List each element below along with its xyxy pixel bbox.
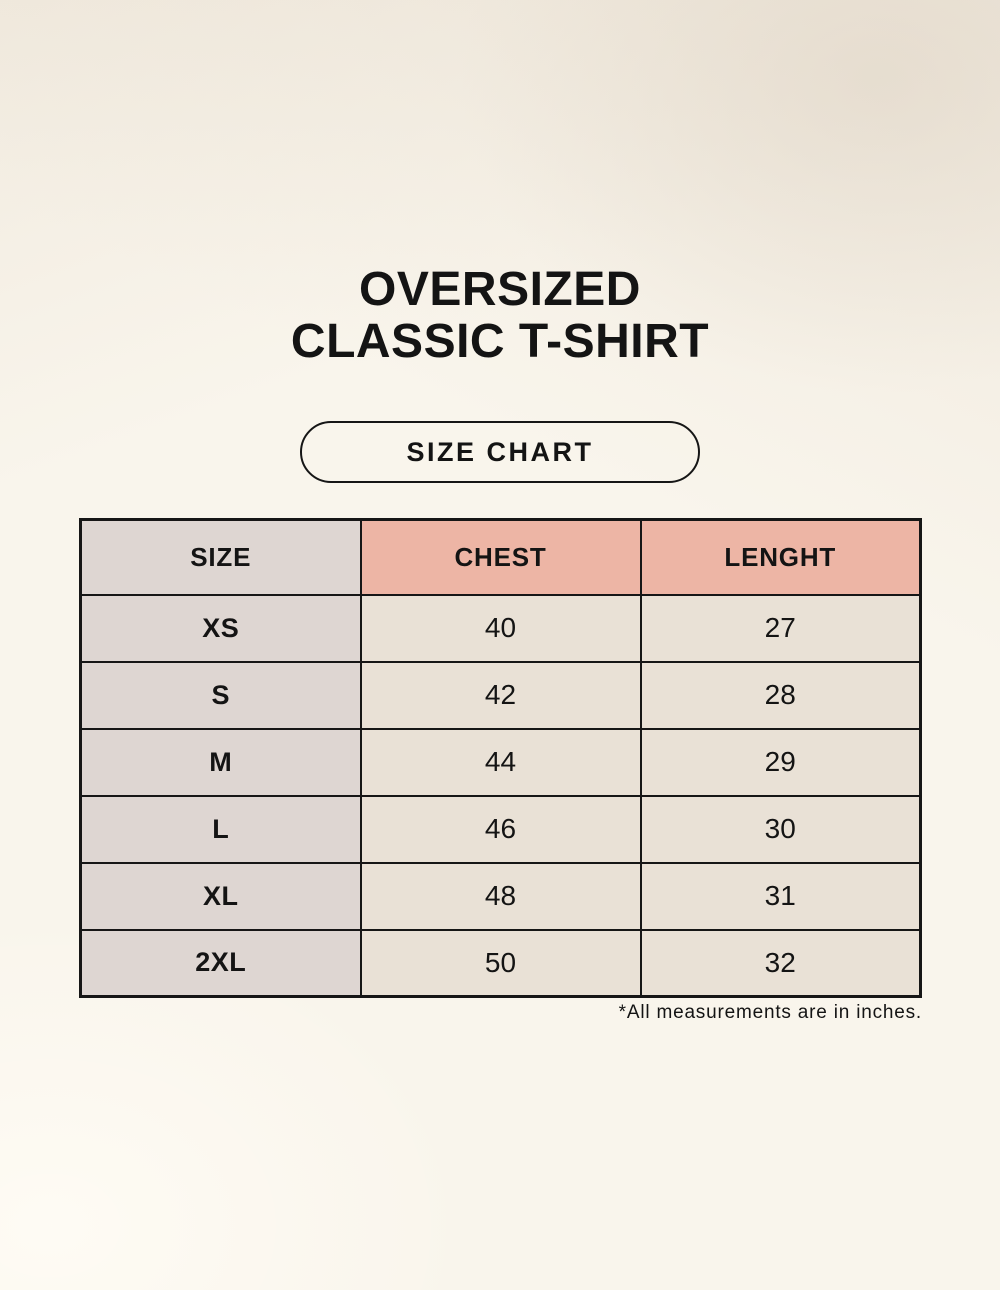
size-label: S: [79, 660, 362, 730]
length-value: 30: [639, 794, 922, 864]
size-chart-badge-label: SIZE CHART: [406, 436, 594, 467]
page-title-line2: CLASSIC T-SHIRT: [290, 315, 710, 368]
measurements-footnote: *All measurements are in inches.: [618, 1002, 922, 1023]
length-value: 31: [639, 861, 922, 931]
column-header-size: SIZE: [79, 518, 362, 596]
chest-value: 44: [359, 727, 642, 797]
table-row: L 46 30: [79, 794, 922, 864]
size-chart-table: SIZE CHEST LENGHT XS 40 27 S 42 28 M 44 …: [79, 518, 922, 998]
column-header-chest: CHEST: [359, 518, 642, 596]
chest-value: 40: [359, 593, 642, 663]
length-value: 29: [639, 727, 922, 797]
length-value: 32: [639, 928, 922, 998]
table-row: XL 48 31: [79, 861, 922, 931]
table-row: XS 40 27: [79, 593, 922, 663]
size-label: M: [79, 727, 362, 797]
column-header-length: LENGHT: [639, 518, 922, 596]
size-label: 2XL: [79, 928, 362, 998]
length-value: 27: [639, 593, 922, 663]
size-label: L: [79, 794, 362, 864]
table-header-row: SIZE CHEST LENGHT: [79, 518, 922, 596]
table-row: 2XL 50 32: [79, 928, 922, 998]
size-label: XL: [79, 861, 362, 931]
page-title: OVERSIZED CLASSIC T-SHIRT: [0, 264, 1000, 368]
table-row: M 44 29: [79, 727, 922, 797]
length-value: 28: [639, 660, 922, 730]
chest-value: 46: [359, 794, 642, 864]
chest-value: 48: [359, 861, 642, 931]
chest-value: 42: [359, 660, 642, 730]
size-label: XS: [79, 593, 362, 663]
page-title-line1: OVERSIZED: [359, 263, 641, 316]
chest-value: 50: [359, 928, 642, 998]
size-chart-badge[interactable]: SIZE CHART: [300, 421, 700, 483]
table-row: S 42 28: [79, 660, 922, 730]
